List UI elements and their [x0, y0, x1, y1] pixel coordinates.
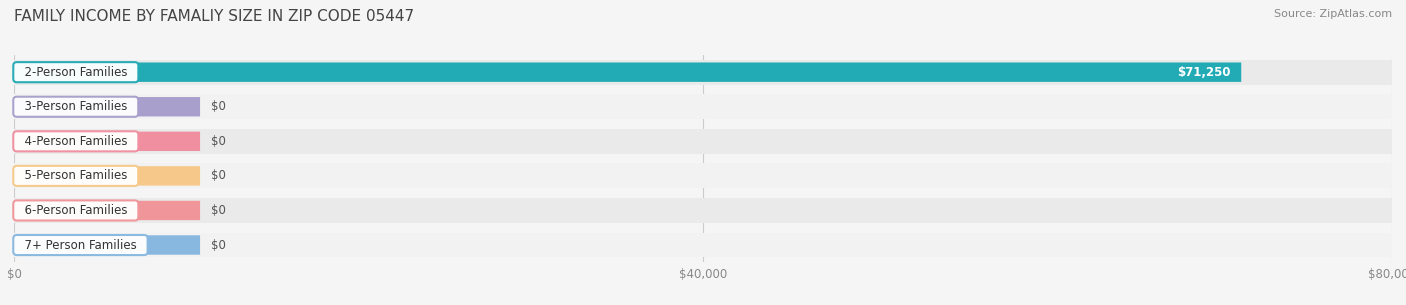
Text: 6-Person Families: 6-Person Families: [17, 204, 135, 217]
Bar: [14, 60, 1392, 84]
Text: $0: $0: [211, 100, 226, 113]
Bar: [14, 163, 1392, 188]
Text: 2-Person Families: 2-Person Families: [17, 66, 135, 79]
FancyBboxPatch shape: [14, 63, 1241, 82]
Text: $0: $0: [211, 135, 226, 148]
Bar: [14, 233, 1392, 257]
FancyBboxPatch shape: [14, 166, 200, 185]
Text: 5-Person Families: 5-Person Families: [17, 169, 135, 182]
Text: $0: $0: [211, 204, 226, 217]
Text: $0: $0: [211, 169, 226, 182]
FancyBboxPatch shape: [14, 132, 200, 151]
Text: Source: ZipAtlas.com: Source: ZipAtlas.com: [1274, 9, 1392, 19]
Text: FAMILY INCOME BY FAMALIY SIZE IN ZIP CODE 05447: FAMILY INCOME BY FAMALIY SIZE IN ZIP COD…: [14, 9, 415, 24]
Bar: [14, 94, 1392, 119]
Text: $71,250: $71,250: [1177, 66, 1230, 79]
Text: 4-Person Families: 4-Person Families: [17, 135, 135, 148]
Text: $0: $0: [211, 239, 226, 252]
Text: 7+ Person Families: 7+ Person Families: [17, 239, 143, 252]
Bar: [14, 198, 1392, 223]
FancyBboxPatch shape: [14, 235, 200, 255]
FancyBboxPatch shape: [14, 97, 200, 117]
FancyBboxPatch shape: [14, 201, 200, 220]
Bar: [14, 129, 1392, 154]
Text: 3-Person Families: 3-Person Families: [17, 100, 135, 113]
